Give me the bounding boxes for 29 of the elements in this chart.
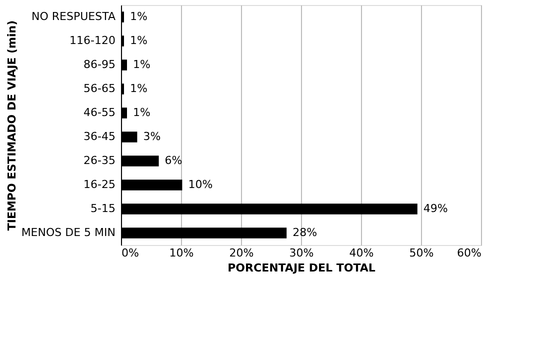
y-tick-label: NO RESPUESTA <box>32 10 116 23</box>
x-axis-title: PORCENTAJE DEL TOTAL <box>228 262 376 274</box>
y-tick-label: 86-95 <box>84 58 116 71</box>
y-axis-title: TIEMPO ESTIMADO DE VIAJE (min) <box>5 20 18 231</box>
x-tick-label: 40% <box>349 246 374 260</box>
x-tick-label: 0% <box>122 246 139 260</box>
y-tick-label: 36-45 <box>84 130 116 143</box>
y-tick-label: 26-35 <box>84 154 116 167</box>
x-tick-label: 60% <box>457 246 482 260</box>
data-label: 3% <box>143 130 161 143</box>
y-tick-label: MENOS DE 5 MIN <box>21 226 116 239</box>
data-label: 28% <box>292 226 318 239</box>
data-label: 1% <box>130 82 148 95</box>
y-tick-label: 116-120 <box>70 34 116 47</box>
data-label: 1% <box>133 106 150 119</box>
data-label: 1% <box>130 10 148 23</box>
data-label: 10% <box>188 178 213 191</box>
y-tick-label: 5-15 <box>90 202 116 215</box>
y-tick-label: 56-65 <box>84 82 116 95</box>
data-label: 6% <box>164 154 182 167</box>
x-tick-label: 30% <box>289 246 314 260</box>
x-tick-label: 50% <box>409 246 434 260</box>
y-tick-label: 16-25 <box>84 178 116 191</box>
data-label: 49% <box>423 202 448 215</box>
x-tick-label: 10% <box>169 246 194 260</box>
data-label: 1% <box>133 58 150 71</box>
data-label: 1% <box>130 34 148 47</box>
y-tick-label: 46-55 <box>84 106 116 119</box>
x-tick-label: 20% <box>229 246 254 260</box>
